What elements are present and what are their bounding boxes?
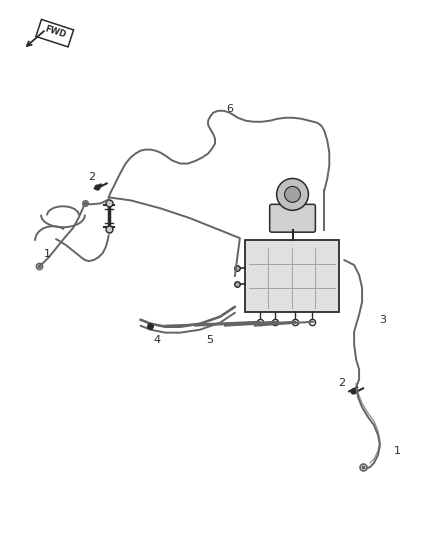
Text: 3: 3 bbox=[379, 314, 386, 325]
Text: 2: 2 bbox=[88, 173, 95, 182]
Text: 6: 6 bbox=[226, 104, 233, 114]
Text: 4: 4 bbox=[154, 335, 161, 345]
Text: 1: 1 bbox=[394, 446, 401, 456]
Bar bbox=[245, 240, 339, 312]
FancyBboxPatch shape bbox=[36, 19, 74, 47]
Text: 5: 5 bbox=[207, 335, 214, 345]
Circle shape bbox=[285, 187, 300, 203]
FancyBboxPatch shape bbox=[270, 204, 315, 232]
Text: FWD: FWD bbox=[43, 25, 67, 40]
Text: 2: 2 bbox=[338, 378, 345, 389]
Circle shape bbox=[277, 179, 308, 211]
Text: 1: 1 bbox=[44, 249, 51, 259]
